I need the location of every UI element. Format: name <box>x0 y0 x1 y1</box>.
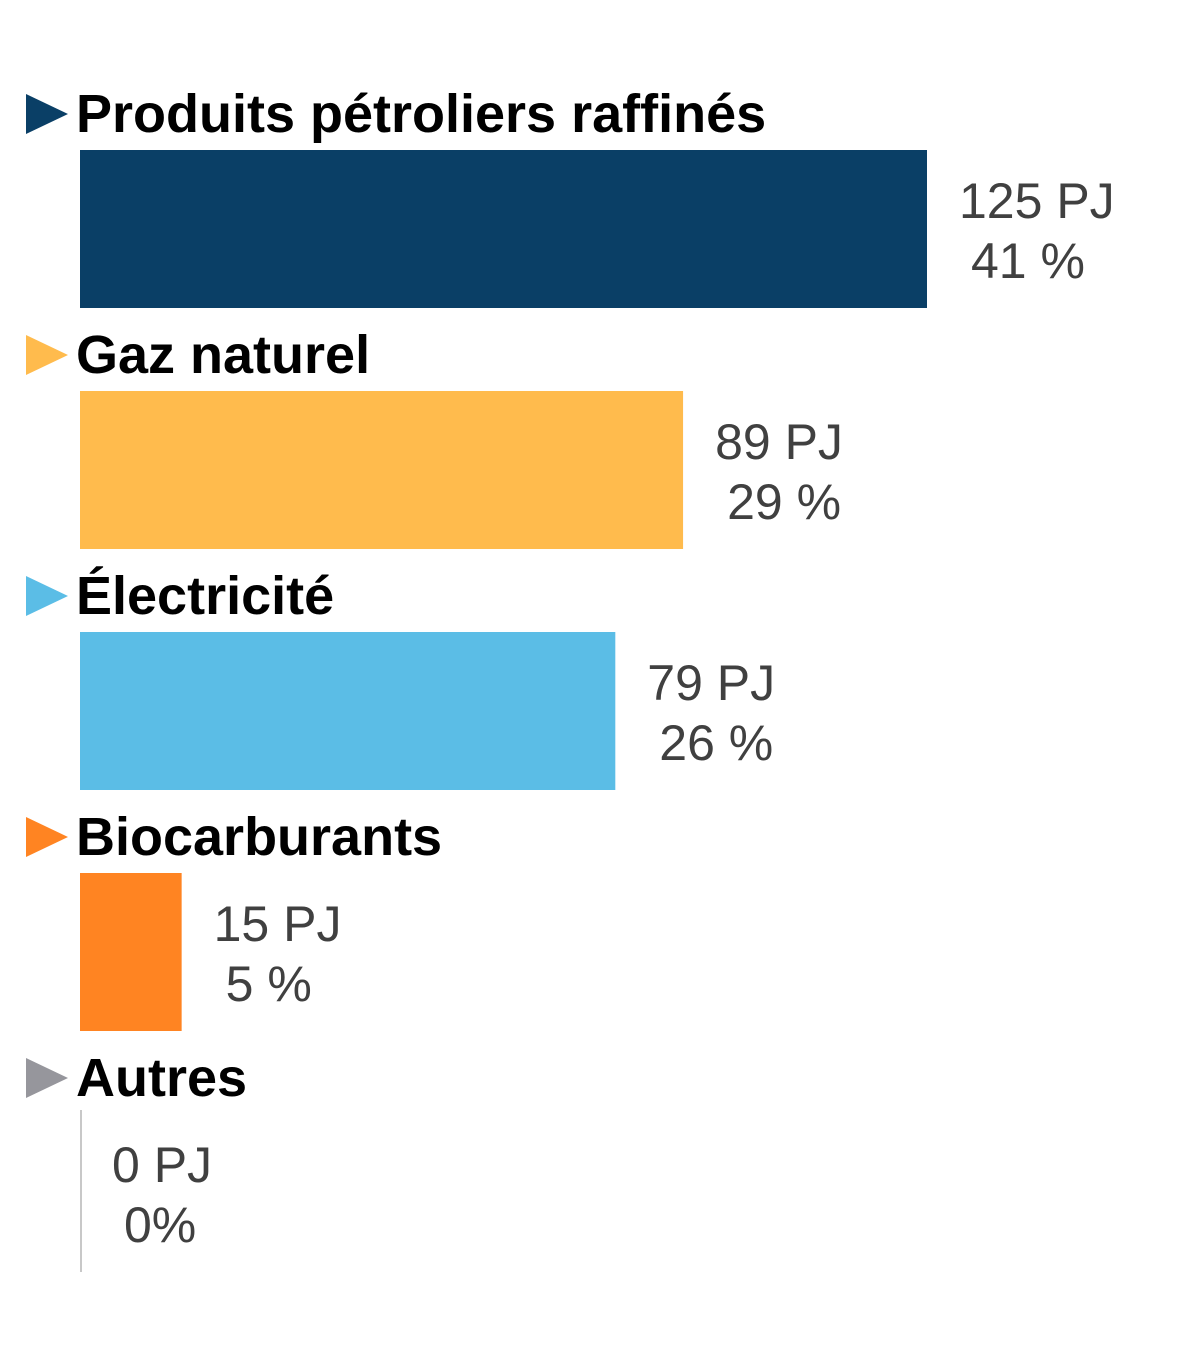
bar-produits-petroliers-raffines <box>80 150 927 308</box>
percent-label-autres: 0% <box>124 1197 196 1253</box>
value-label-autres: 0 PJ <box>112 1137 212 1193</box>
percent-label-produits-petroliers-raffines: 41 % <box>971 233 1085 289</box>
marker-triangle-icon-produits-petroliers-raffines <box>26 94 68 134</box>
value-label-produits-petroliers-raffines: 125 PJ <box>959 173 1115 229</box>
value-label-gaz-naturel: 89 PJ <box>715 414 843 470</box>
percent-label-biocarburants: 5 % <box>226 956 312 1012</box>
category-label-biocarburants: Biocarburants <box>76 807 442 867</box>
category-label-produits-petroliers-raffines: Produits pétroliers raffinés <box>76 84 766 144</box>
category-label-electricite: Électricité <box>76 566 334 626</box>
category-label-gaz-naturel: Gaz naturel <box>76 325 370 385</box>
bar-biocarburants <box>80 873 182 1031</box>
bar-gaz-naturel <box>80 391 684 549</box>
marker-triangle-icon-autres <box>26 1058 68 1098</box>
bar-electricite <box>80 632 616 790</box>
marker-triangle-icon-electricite <box>26 576 68 616</box>
category-label-autres: Autres <box>76 1048 247 1108</box>
marker-triangle-icon-biocarburants <box>26 817 68 857</box>
value-label-electricite: 79 PJ <box>647 655 775 711</box>
value-label-biocarburants: 15 PJ <box>214 896 342 952</box>
percent-label-gaz-naturel: 29 % <box>727 474 841 530</box>
marker-triangle-icon-gaz-naturel <box>26 335 68 375</box>
percent-label-electricite: 26 % <box>659 715 773 771</box>
